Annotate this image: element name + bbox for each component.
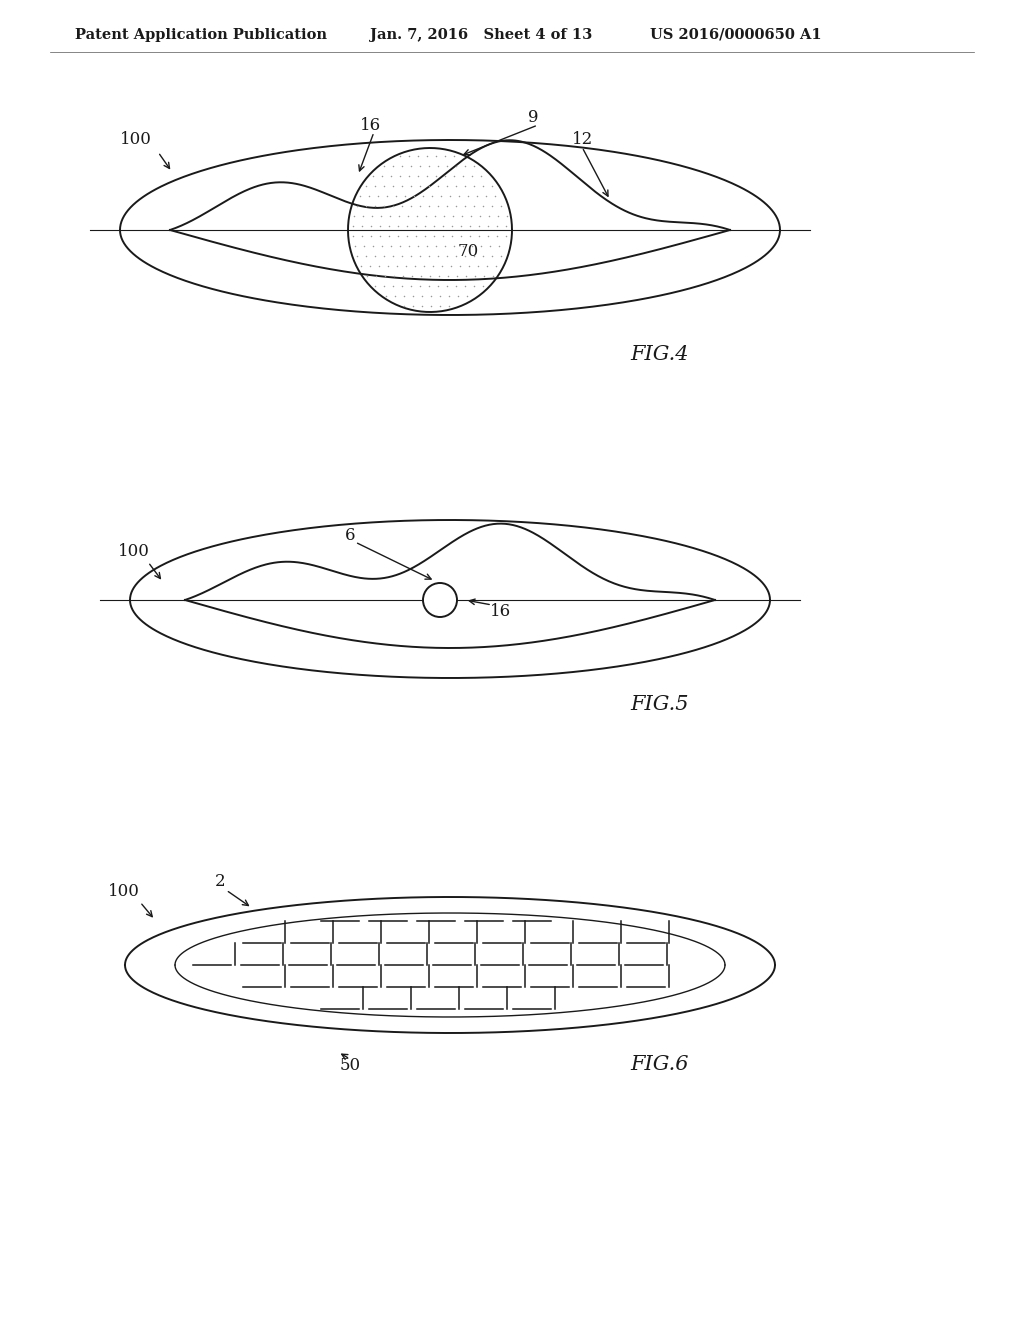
Text: FIG.4: FIG.4: [630, 346, 688, 364]
Text: Jan. 7, 2016   Sheet 4 of 13: Jan. 7, 2016 Sheet 4 of 13: [370, 28, 592, 42]
Text: 100: 100: [118, 544, 150, 561]
Text: 9: 9: [528, 110, 539, 127]
Text: 100: 100: [120, 132, 152, 149]
Text: 100: 100: [108, 883, 140, 900]
Text: 70: 70: [458, 243, 479, 260]
Text: 50: 50: [340, 1056, 361, 1073]
Text: 16: 16: [360, 116, 381, 133]
Text: US 2016/0000650 A1: US 2016/0000650 A1: [650, 28, 821, 42]
Text: 6: 6: [345, 527, 355, 544]
Text: FIG.6: FIG.6: [630, 1056, 688, 1074]
Circle shape: [423, 583, 457, 616]
Text: Patent Application Publication: Patent Application Publication: [75, 28, 327, 42]
Text: 16: 16: [490, 603, 511, 620]
Text: FIG.5: FIG.5: [630, 696, 688, 714]
Text: 12: 12: [572, 132, 593, 149]
Text: 2: 2: [215, 874, 225, 891]
